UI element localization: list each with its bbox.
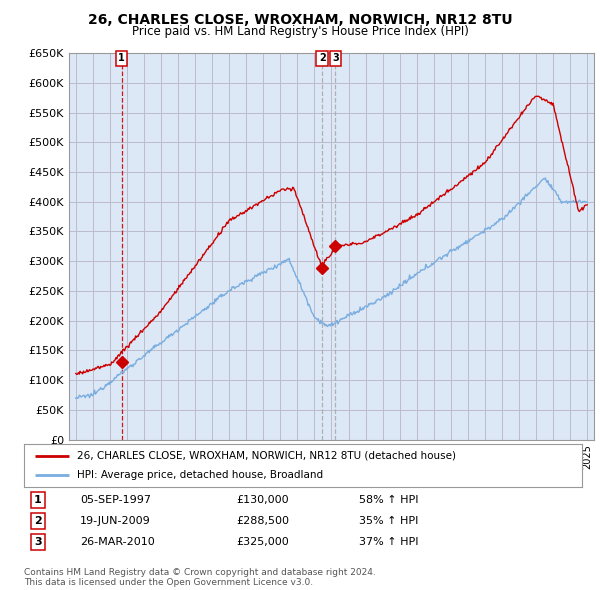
Text: 3: 3 — [332, 53, 339, 63]
Text: 1: 1 — [118, 53, 125, 63]
Text: 3: 3 — [34, 537, 42, 547]
Text: 19-JUN-2009: 19-JUN-2009 — [80, 516, 151, 526]
Text: 26-MAR-2010: 26-MAR-2010 — [80, 537, 155, 547]
Text: 2: 2 — [319, 53, 326, 63]
Text: 2: 2 — [34, 516, 42, 526]
Text: 26, CHARLES CLOSE, WROXHAM, NORWICH, NR12 8TU (detached house): 26, CHARLES CLOSE, WROXHAM, NORWICH, NR1… — [77, 451, 456, 461]
Text: 26, CHARLES CLOSE, WROXHAM, NORWICH, NR12 8TU: 26, CHARLES CLOSE, WROXHAM, NORWICH, NR1… — [88, 13, 512, 27]
Text: £325,000: £325,000 — [236, 537, 289, 547]
Text: Contains HM Land Registry data © Crown copyright and database right 2024.
This d: Contains HM Land Registry data © Crown c… — [24, 568, 376, 587]
Text: £130,000: £130,000 — [236, 495, 289, 505]
Text: Price paid vs. HM Land Registry's House Price Index (HPI): Price paid vs. HM Land Registry's House … — [131, 25, 469, 38]
Text: 37% ↑ HPI: 37% ↑ HPI — [359, 537, 418, 547]
Text: 35% ↑ HPI: 35% ↑ HPI — [359, 516, 418, 526]
Text: 58% ↑ HPI: 58% ↑ HPI — [359, 495, 418, 505]
Text: 1: 1 — [34, 495, 42, 505]
Text: 05-SEP-1997: 05-SEP-1997 — [80, 495, 151, 505]
Text: HPI: Average price, detached house, Broadland: HPI: Average price, detached house, Broa… — [77, 470, 323, 480]
Text: £288,500: £288,500 — [236, 516, 289, 526]
